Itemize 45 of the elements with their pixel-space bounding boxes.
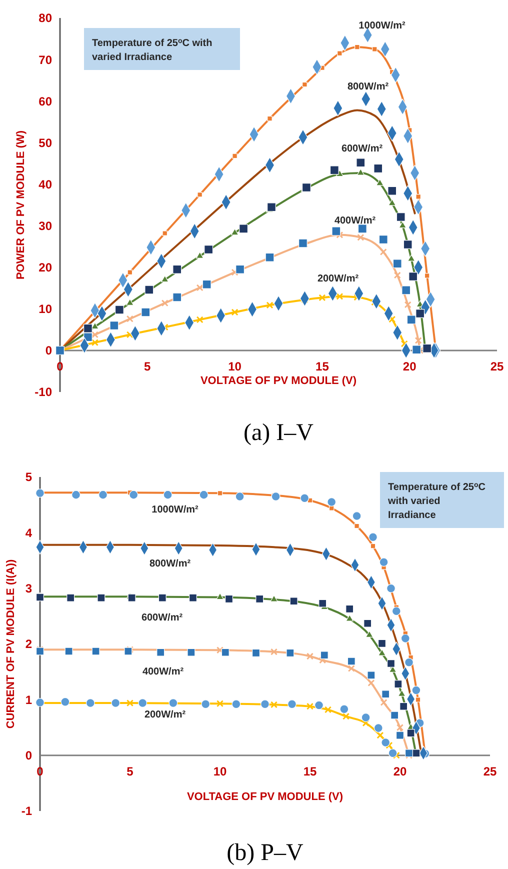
x-tick-label: 15 bbox=[303, 764, 317, 778]
y-tick-label: -10 bbox=[34, 385, 52, 400]
annotation: 800W/m² bbox=[347, 82, 390, 92]
x-tick-label: 20 bbox=[402, 359, 417, 374]
y-tick-label: 70 bbox=[38, 52, 52, 67]
x-tick-label: 20 bbox=[393, 764, 407, 778]
annotation: 600W/m² bbox=[141, 612, 184, 624]
x-tick-label: 15 bbox=[316, 359, 330, 374]
y-tick-label: 4 bbox=[25, 526, 32, 540]
y-tick-label: 3 bbox=[25, 582, 32, 596]
y-tick-label: 0 bbox=[45, 344, 52, 358]
text: (a) I–V bbox=[244, 420, 314, 446]
annotation: 400W/m² bbox=[334, 216, 376, 226]
annotation: Temperature of 25$^{o}$C with varied Irradiance bbox=[92, 38, 212, 63]
y-tick-label: 40 bbox=[38, 177, 52, 192]
y-tick-label: 5 bbox=[25, 470, 32, 484]
y-tick-label: 30 bbox=[38, 218, 52, 233]
annotation: 800W/m² bbox=[149, 558, 192, 570]
x-axis-title: VOLTAGE OF PV MODULE (V) bbox=[186, 791, 344, 803]
y-axis-title: POWER OF PV MODULE (W) bbox=[14, 130, 27, 280]
annotation: 200W/m² bbox=[317, 274, 360, 284]
annotation: 200W/m² bbox=[144, 710, 186, 720]
y-axis-title: CURRENT OF PV MODULE (I(A)) bbox=[4, 559, 17, 729]
y-tick-label: 2 bbox=[25, 637, 32, 652]
y-tick-label: 10 bbox=[38, 302, 52, 316]
x-tick-label: 5 bbox=[126, 764, 134, 778]
x-tick-label: 10 bbox=[213, 764, 227, 778]
x-axis-title: VOLTAGE OF PV MODULE (V) bbox=[200, 375, 357, 387]
x-tick-label: 25 bbox=[490, 359, 504, 374]
annotation: 400W/m² bbox=[142, 666, 184, 678]
x-tick-label: 5 bbox=[144, 359, 152, 374]
annotation: 1000W/m² bbox=[152, 504, 200, 516]
y-tick-label: 1 bbox=[25, 692, 32, 707]
x-tick-label: 25 bbox=[483, 764, 497, 778]
annotation: 1000W/m² bbox=[358, 20, 406, 32]
annotation: 600W/m² bbox=[341, 144, 384, 154]
y-tick-label: 60 bbox=[38, 94, 52, 108]
y-tick-label: 0 bbox=[25, 748, 32, 763]
x-tick-label: 10 bbox=[228, 359, 242, 374]
y-tick-label: 50 bbox=[38, 136, 52, 150]
y-tick-label: 20 bbox=[38, 260, 52, 275]
y-tick-label: 80 bbox=[38, 11, 52, 26]
y-tick-label: -1 bbox=[21, 804, 32, 818]
text: Temperature of 25$^{o}$C with varied Irradiance bbox=[388, 482, 486, 521]
text: (b) P–V bbox=[226, 840, 304, 866]
